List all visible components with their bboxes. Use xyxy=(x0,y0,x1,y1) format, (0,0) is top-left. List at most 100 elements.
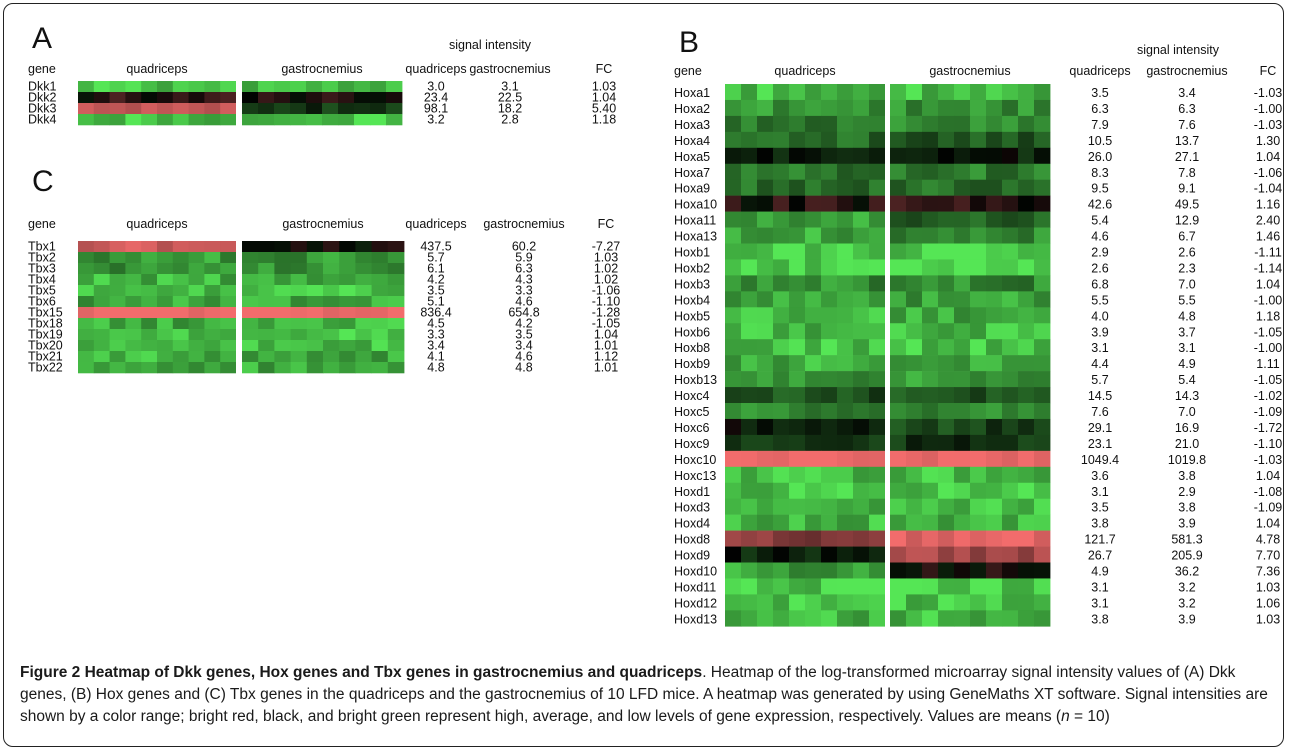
gene-label-hoxb1: Hoxb1 xyxy=(674,246,710,260)
heat-cell-dkk4-g-7 xyxy=(338,114,355,126)
heat-cell-hoxb6-g-10 xyxy=(1034,323,1051,340)
heat-cell-hoxb8-g-8 xyxy=(1002,339,1019,356)
heat-cell-dkk4-g-9 xyxy=(370,114,387,126)
heat-cell-hoxa9-g-9 xyxy=(1018,179,1035,196)
gene-label-hoxb9: Hoxb9 xyxy=(674,357,710,371)
heat-cell-tbx15-q-8 xyxy=(188,307,205,319)
heat-cell-tbx1-g-8 xyxy=(355,241,372,253)
heat-cell-dkk3-g-10 xyxy=(386,103,403,115)
value-quadriceps-hoxa11: 5.4 xyxy=(1091,214,1108,228)
heat-cell-hoxb13-q-6 xyxy=(805,371,822,388)
heat-cell-hoxa10-q-7 xyxy=(821,195,838,212)
heat-cell-hoxa3-g-5 xyxy=(954,115,971,133)
heat-cell-tbx5-g-3 xyxy=(274,285,291,297)
heat-cell-tbx19-q-2 xyxy=(93,329,110,341)
heat-cell-hoxd13-q-8 xyxy=(837,610,854,627)
heat-cell-hoxd8-g-5 xyxy=(954,530,971,547)
gene-label-tbx20: Tbx20 xyxy=(28,339,63,353)
heat-cell-hoxa13-q-3 xyxy=(757,227,774,244)
heat-cell-tbx20-q-2 xyxy=(93,340,110,352)
heat-cell-hoxa5-g-8 xyxy=(1002,147,1019,165)
heat-cell-hoxd9-q-10 xyxy=(869,546,886,563)
heat-cell-hoxb8-g-9 xyxy=(1018,339,1035,356)
heat-cell-tbx15-q-6 xyxy=(157,307,174,319)
heat-cell-hoxc4-g-6 xyxy=(970,387,987,404)
heat-cell-tbx18-g-8 xyxy=(355,318,372,330)
heat-cell-dkk2-q-6 xyxy=(157,92,174,104)
value-gastrocnemius-tbx21: 4.6 xyxy=(515,350,532,364)
heat-cell-tbx3-q-2 xyxy=(93,263,110,275)
heat-cell-dkk2-q-10 xyxy=(220,92,237,104)
gene-label-hoxa4: Hoxa4 xyxy=(674,134,710,148)
heat-cell-hoxa9-g-4 xyxy=(938,179,955,196)
gene-label-hoxb3: Hoxb3 xyxy=(674,277,710,291)
heat-cell-hoxb6-q-2 xyxy=(741,323,758,340)
heat-cell-hoxb2-q-10 xyxy=(869,259,886,276)
heat-cell-hoxb5-g-6 xyxy=(970,307,987,324)
heat-cell-tbx21-g-9 xyxy=(371,351,389,363)
value-gastrocnemius-hoxd13: 3.9 xyxy=(1178,612,1195,626)
heat-cell-hoxa3-g-7 xyxy=(986,115,1003,133)
heat-cell-hoxa11-g-3 xyxy=(922,211,939,228)
heat-cell-hoxb6-g-2 xyxy=(906,323,923,340)
heat-cell-hoxd11-g-8 xyxy=(1002,578,1019,595)
heat-cell-hoxb9-g-3 xyxy=(922,355,939,372)
heat-cell-hoxc9-g-2 xyxy=(906,434,923,452)
heat-cell-hoxd9-q-9 xyxy=(853,546,870,563)
heat-cell-hoxd11-q-3 xyxy=(757,578,774,595)
caption-n-value: = 10) xyxy=(1069,708,1110,725)
heat-cell-hoxa2-q-5 xyxy=(789,99,806,117)
heat-cell-hoxc4-q-10 xyxy=(869,387,886,404)
heat-cell-tbx21-g-4 xyxy=(290,351,308,363)
gene-label-hoxc10: Hoxc10 xyxy=(674,453,716,467)
heat-cell-tbx4-q-3 xyxy=(109,274,126,286)
value-fc-tbx4: 1.02 xyxy=(594,273,618,287)
value-gastrocnemius-hoxd9: 205.9 xyxy=(1171,549,1202,563)
heat-cell-hoxc13-g-2 xyxy=(906,466,923,484)
gene-label-hoxd12: Hoxd12 xyxy=(674,596,717,610)
gene-label-hoxa3: Hoxa3 xyxy=(674,118,710,132)
gene-label-tbx3: Tbx3 xyxy=(28,262,56,276)
heat-cell-tbx20-g-6 xyxy=(323,340,340,352)
heat-cell-tbx2-q-2 xyxy=(93,252,110,264)
heat-cell-hoxa7-g-7 xyxy=(986,163,1003,180)
heat-cell-tbx1-q-7 xyxy=(172,241,189,253)
heat-cell-tbx15-g-8 xyxy=(355,307,372,319)
heat-cell-hoxd11-q-4 xyxy=(773,578,790,595)
gene-label-hoxd4: Hoxd4 xyxy=(674,517,710,531)
heat-cell-hoxc9-g-5 xyxy=(954,434,971,452)
heat-cell-hoxd11-g-2 xyxy=(906,578,923,595)
heat-cell-hoxd1-q-3 xyxy=(757,482,774,499)
heat-cell-tbx18-g-1 xyxy=(242,318,259,330)
heat-cell-hoxc6-g-5 xyxy=(954,418,971,436)
heat-cell-tbx3-g-8 xyxy=(355,263,372,275)
value-gastrocnemius-hoxd4: 3.9 xyxy=(1178,517,1195,531)
gene-label-hoxb5: Hoxb5 xyxy=(674,309,710,323)
heat-cell-hoxc6-g-7 xyxy=(986,418,1003,436)
heat-cell-dkk3-q-4 xyxy=(125,103,142,115)
heat-cell-dkk1-g-9 xyxy=(370,81,387,93)
heat-cell-hoxb9-q-4 xyxy=(773,355,790,372)
heat-cell-dkk2-q-3 xyxy=(109,92,126,104)
value-quadriceps-hoxb6: 3.9 xyxy=(1091,325,1108,339)
heat-cell-hoxb5-q-9 xyxy=(853,307,870,324)
heat-cell-hoxb6-q-4 xyxy=(773,323,790,340)
value-quadriceps-hoxa2: 6.3 xyxy=(1091,102,1108,116)
heat-cell-hoxc9-g-4 xyxy=(938,434,955,452)
heat-cell-hoxd11-q-9 xyxy=(853,578,870,595)
heat-cell-hoxc9-q-8 xyxy=(837,434,854,452)
heat-cell-hoxa5-g-2 xyxy=(906,147,923,165)
value-gastrocnemius-hoxa10: 49.5 xyxy=(1175,198,1199,212)
value-fc-dkk2: 1.04 xyxy=(592,91,616,105)
heat-cell-hoxb5-g-8 xyxy=(1002,307,1019,324)
heat-cell-tbx5-q-4 xyxy=(125,285,142,297)
heat-cell-hoxa2-g-3 xyxy=(922,99,939,117)
heat-cell-hoxd3-g-6 xyxy=(970,498,987,515)
value-gastrocnemius-hoxd12: 3.2 xyxy=(1178,596,1195,610)
heat-cell-hoxd10-g-7 xyxy=(986,562,1003,579)
heat-cell-dkk3-q-10 xyxy=(220,103,237,115)
gene-label-tbx19: Tbx19 xyxy=(28,328,63,342)
heat-cell-hoxd1-q-7 xyxy=(821,482,838,499)
heat-cell-hoxd3-g-4 xyxy=(938,498,955,515)
heat-cell-tbx5-g-2 xyxy=(258,285,275,297)
